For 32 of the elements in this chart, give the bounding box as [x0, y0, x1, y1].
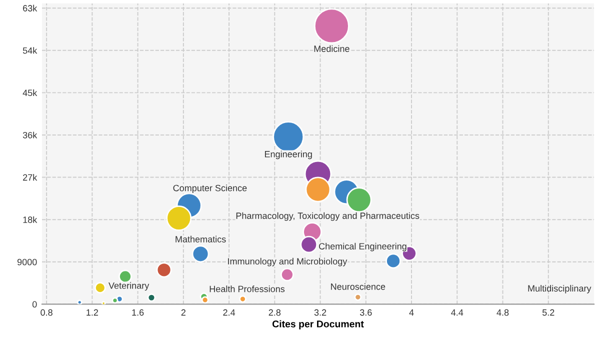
y-tick-label: 9000 — [17, 258, 37, 266]
x-tick-label: 2.8 — [268, 309, 281, 316]
x-tick-label: 3.6 — [360, 309, 372, 316]
annotation: Medicine — [314, 45, 350, 52]
x-tick-label: 1.6 — [132, 309, 144, 316]
annotation: Pharmacology, Toxicology and Pharmaceutics — [236, 212, 420, 221]
y-tick-label: 63k — [23, 4, 38, 12]
annotation: Veterinary — [108, 282, 150, 291]
x-tick-label: 2 — [181, 309, 186, 316]
annotation: Health Professions — [210, 286, 285, 292]
x-tick-label: 4.4 — [451, 309, 464, 316]
x-tick-label: 4 — [409, 309, 414, 316]
annotation: Mathematics — [176, 236, 226, 242]
annotation: Multidisciplinary — [528, 284, 592, 294]
annotation: Computer Science — [173, 184, 247, 194]
y-tick-label: 18k — [23, 216, 38, 223]
x-tick-label: 3.2 — [314, 309, 326, 316]
annotation: Immunology and Microbiology — [228, 258, 348, 266]
annotation: Engineering — [264, 150, 312, 160]
x-tick-label: 5.2 — [542, 309, 554, 316]
y-tick-label: 36k — [22, 132, 38, 138]
y-tick-label: 27k — [23, 174, 38, 181]
annotation: Neuroscience — [331, 283, 386, 290]
y-tick-label: 0 — [32, 301, 37, 308]
y-tick-label: 45k — [22, 89, 38, 96]
annotation: Chemical Engineering — [319, 242, 406, 252]
x-tick-label: 0.8 — [40, 309, 52, 316]
y-tick-label: 54k — [22, 47, 38, 54]
x-tick-label: 4.8 — [496, 309, 509, 316]
x-axis-title: Cites per Document — [272, 320, 364, 330]
x-tick-label: 1.2 — [86, 309, 98, 316]
x-tick-label: 2.4 — [223, 309, 236, 316]
